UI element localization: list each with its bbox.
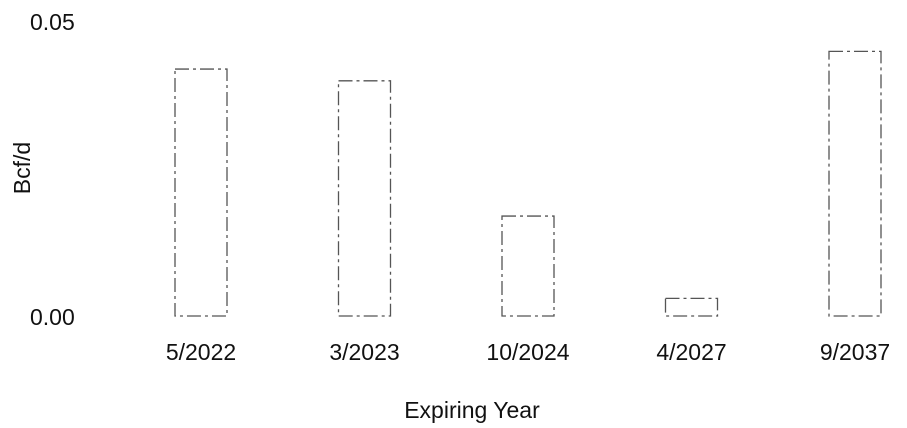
x-tick-label-9-2037: 9/2037 [820,339,890,365]
x-tick-label-10-2024: 10/2024 [486,339,569,365]
x-tick-label-3-2023: 3/2023 [329,339,399,365]
bar-3-2023 [337,80,392,317]
bar-4-2027 [664,297,719,317]
bar-10-2024 [501,215,555,317]
x-axis-title: Expiring Year [404,397,540,423]
x-tick-labels-group: 5/2022 3/2023 10/2024 4/2027 9/2037 [166,339,890,365]
bar-5-2022 [174,68,228,317]
bar-9-2037 [828,50,882,317]
x-tick-label-4-2027: 4/2027 [656,339,726,365]
y-tick-label-max: 0.05 [30,9,75,35]
x-tick-label-5-2022: 5/2022 [166,339,236,365]
y-axis-title: Bcf/d [9,142,35,194]
y-tick-label-min: 0.00 [30,304,75,330]
bars-group [174,50,882,317]
